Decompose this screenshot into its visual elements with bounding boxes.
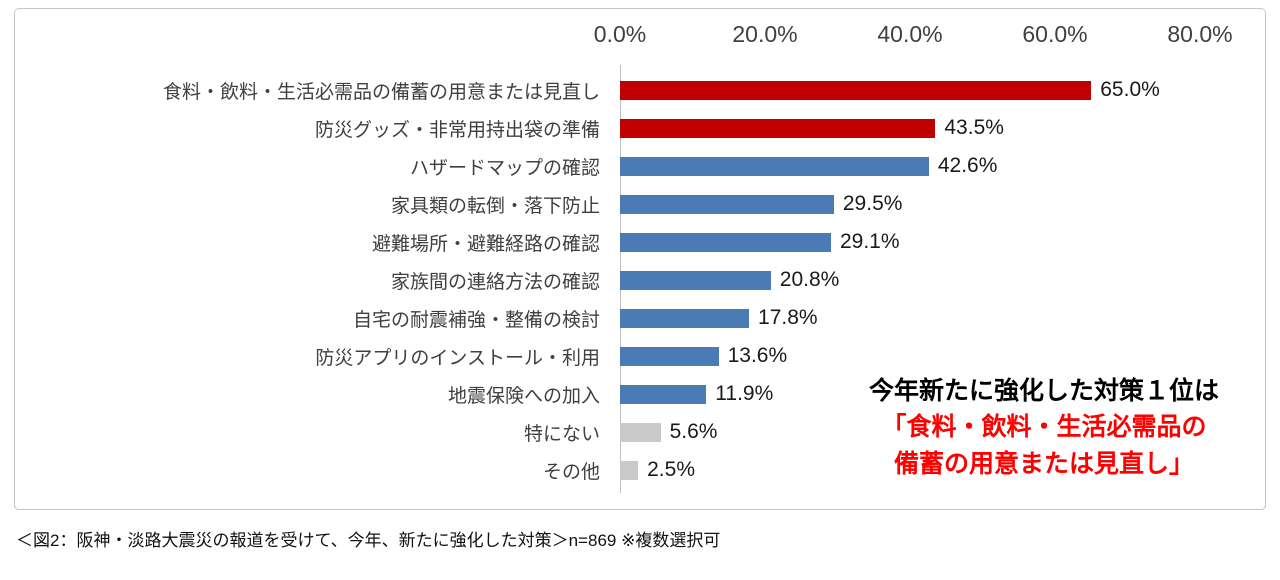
category-label: 防災アプリのインストール・利用 bbox=[315, 347, 600, 369]
annotation-line-3: 備蓄の用意または見直し」 bbox=[893, 449, 1194, 478]
value-label: 17.8% bbox=[758, 306, 818, 329]
value-label: 13.6% bbox=[727, 344, 788, 367]
bar-row: 防災アプリのインストール・利用 13.6% bbox=[15, 337, 1265, 375]
bar-area: 29.1% bbox=[620, 223, 900, 261]
bar-area: 65.0% bbox=[620, 71, 1160, 109]
bar-area: 42.6% bbox=[620, 147, 997, 185]
x-axis-tick: 60.0% bbox=[1022, 21, 1088, 47]
bar-rows: 食料・飲料・生活必需品の備蓄の用意または見直し 65.0% 防災グッズ・非常用持出袋… bbox=[15, 71, 1265, 489]
x-axis-tick: 40.0% bbox=[877, 21, 943, 47]
category-label: 特にない bbox=[523, 423, 600, 445]
category-label: 食料・飲料・生活必需品の備蓄の用意または見直し bbox=[162, 81, 600, 103]
value-label: 20.8% bbox=[779, 268, 840, 291]
bar-row: 特にない 5.6% bbox=[15, 413, 1265, 451]
bar-row: 避難場所・避難経路の確認 29.1% bbox=[15, 223, 1265, 261]
x-axis-tick: 80.0% bbox=[1167, 21, 1233, 47]
bar bbox=[620, 460, 639, 480]
bar-row: 防災グッズ・非常用持出袋の準備 43.5% bbox=[15, 109, 1265, 147]
bar bbox=[620, 118, 936, 138]
category-label: 地震保険への加入 bbox=[447, 385, 600, 407]
figure-caption: ＜図2：阪神・淡路大震災の報道を受けて、今年、新たに強化した対策＞n=869 ※… bbox=[16, 531, 721, 550]
value-label: 43.5% bbox=[944, 116, 1004, 139]
bar-row: 食料・飲料・生活必需品の備蓄の用意または見直し 65.0% bbox=[15, 71, 1265, 109]
bar-area: 13.6% bbox=[620, 337, 787, 375]
category-label: 自宅の耐震補強・整備の検討 bbox=[352, 309, 600, 331]
bar-row: ハザードマップの確認 42.6% bbox=[15, 147, 1265, 185]
value-label: 65.0% bbox=[1100, 78, 1160, 101]
value-label: 29.5% bbox=[842, 192, 903, 215]
bar-area: 5.6% bbox=[620, 413, 717, 451]
bar bbox=[620, 156, 929, 176]
bar bbox=[620, 232, 831, 252]
x-axis-tick: 20.0% bbox=[732, 21, 798, 47]
x-axis-tick: 0.0% bbox=[593, 21, 647, 47]
bar bbox=[620, 194, 834, 214]
x-axis: 0.0% 20.0% 40.0% 60.0% 80.0% bbox=[594, 21, 1240, 51]
bar bbox=[620, 384, 707, 404]
page: 0.0% 20.0% 40.0% 60.0% 80.0% 食料・飲料・生活必需品の備蓄の… bbox=[0, 8, 1280, 551]
bar-row: 家具類の転倒・落下防止 29.5% bbox=[15, 185, 1265, 223]
bar bbox=[620, 422, 661, 442]
value-label: 2.5% bbox=[647, 458, 695, 481]
bar-area: 2.5% bbox=[620, 451, 695, 489]
bar bbox=[620, 308, 750, 328]
value-label: 42.6% bbox=[937, 154, 998, 177]
value-label: 29.1% bbox=[839, 230, 900, 253]
bar-area: 17.8% bbox=[620, 299, 818, 337]
annotation-line-1: 今年新たに強化した対策１位は bbox=[868, 377, 1219, 405]
bar bbox=[620, 80, 1092, 100]
bar-row: 家族間の連絡方法の確認 20.8% bbox=[15, 261, 1265, 299]
category-label: 家具類の転倒・落下防止 bbox=[390, 195, 600, 217]
category-label: その他 bbox=[542, 461, 600, 483]
category-label: 家族間の連絡方法の確認 bbox=[390, 271, 600, 293]
value-label: 11.9% bbox=[715, 382, 774, 405]
bar-row: 自宅の耐震補強・整備の検討 17.8% bbox=[15, 299, 1265, 337]
bar-area: 43.5% bbox=[620, 109, 1004, 147]
bar-area: 29.5% bbox=[620, 185, 902, 223]
category-label: ハザードマップの確認 bbox=[409, 157, 600, 179]
chart-container: 0.0% 20.0% 40.0% 60.0% 80.0% 食料・飲料・生活必需品の備蓄の… bbox=[14, 8, 1266, 510]
annotation-line-2: 「食料・飲料・生活必需品の bbox=[881, 413, 1207, 442]
bar-area: 11.9% bbox=[620, 375, 773, 413]
bar-area: 20.8% bbox=[620, 261, 839, 299]
category-label: 防災グッズ・非常用持出袋の準備 bbox=[314, 119, 600, 141]
bar-row: その他 2.5% bbox=[15, 451, 1265, 489]
bar bbox=[620, 270, 771, 290]
annotation: 今年新たに強化した対策１位は 「食料・飲料・生活必需品の 備蓄の用意または見直し… bbox=[811, 373, 1265, 482]
category-label: 避難場所・避難経路の確認 bbox=[371, 233, 600, 255]
value-label: 5.6% bbox=[669, 420, 718, 443]
bar bbox=[620, 346, 719, 366]
bar-row: 地震保険への加入 11.9% bbox=[15, 375, 1265, 413]
